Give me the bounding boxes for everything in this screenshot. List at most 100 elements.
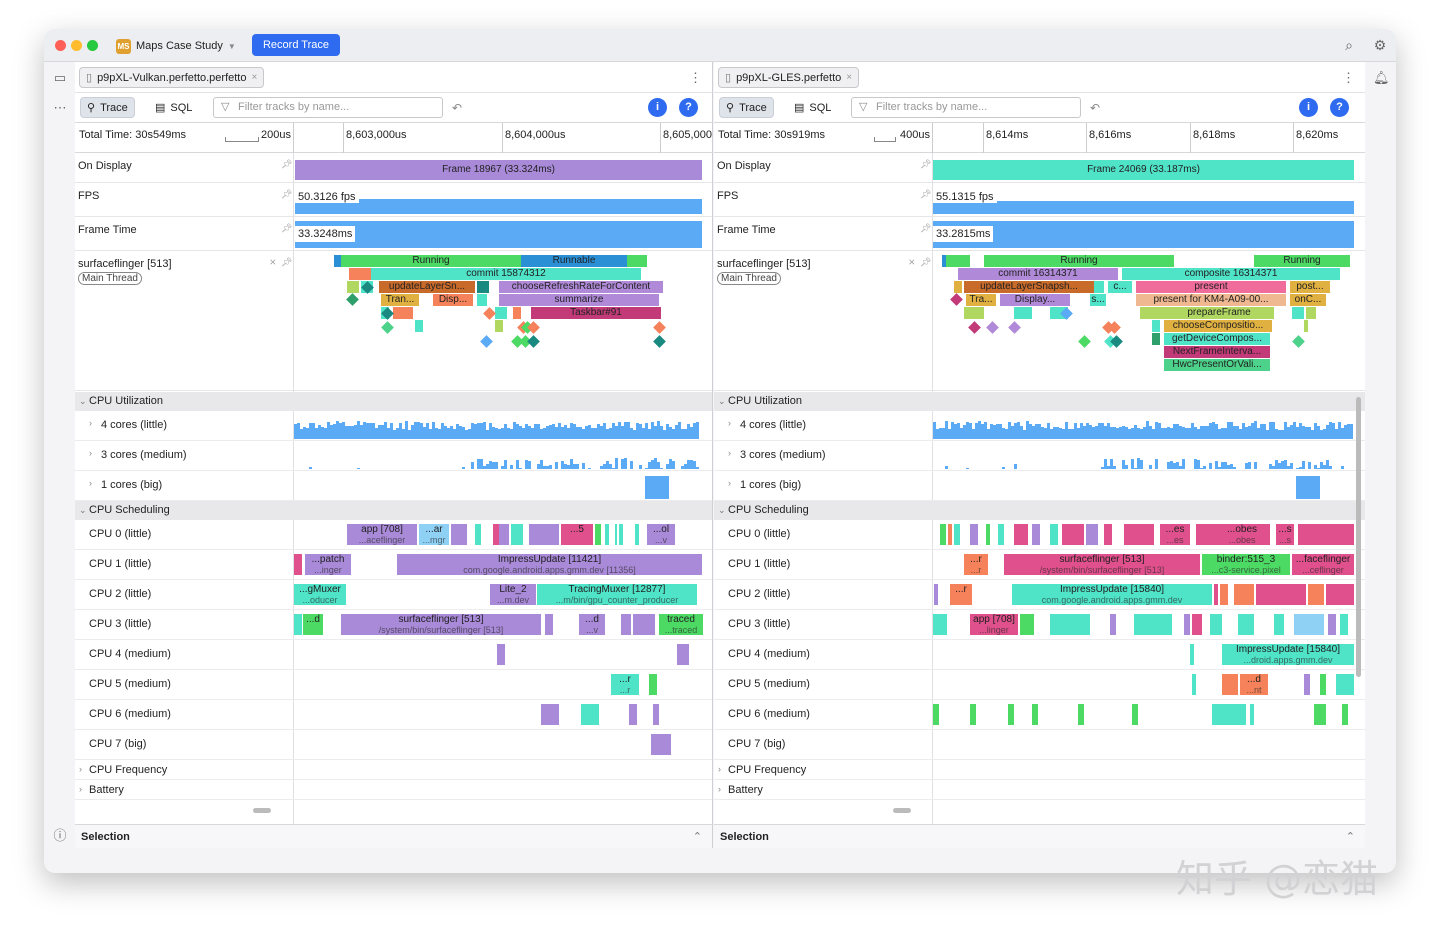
sched-slice[interactable]: ...d ...nt xyxy=(1240,674,1268,695)
undo-icon[interactable]: ↶ xyxy=(452,101,463,115)
slice[interactable] xyxy=(477,281,489,293)
event-marker-icon[interactable] xyxy=(653,335,666,348)
event-marker-icon[interactable] xyxy=(986,321,999,334)
chevron-right-icon[interactable]: › xyxy=(79,784,82,794)
slice[interactable] xyxy=(415,320,423,332)
slice[interactable] xyxy=(964,307,984,319)
utilization-graph[interactable] xyxy=(714,471,1365,501)
sched-slice[interactable] xyxy=(633,614,655,635)
sched-slice[interactable]: ...r xyxy=(950,584,972,605)
sched-slice[interactable] xyxy=(1274,614,1284,635)
sched-slice[interactable] xyxy=(1050,524,1058,545)
track-frame-time[interactable]: Frame Time 📌︎ 33.2815ms xyxy=(714,217,1365,251)
sched-slice[interactable] xyxy=(1328,614,1336,635)
cpu-row[interactable]: CPU 3 (little) ...d surfaceflinger [513]/s… xyxy=(75,610,712,640)
slice[interactable] xyxy=(393,307,413,319)
slice[interactable]: present xyxy=(1136,281,1286,293)
pin-icon[interactable]: 📌︎ xyxy=(281,189,293,199)
sched-slice[interactable] xyxy=(581,704,599,725)
sched-slice[interactable] xyxy=(1298,524,1354,545)
info-icon[interactable]: ⓘ xyxy=(53,828,67,843)
slice[interactable]: Running xyxy=(341,255,521,267)
filter-tracks-input[interactable]: ▽ Filter tracks by name... xyxy=(851,97,1081,118)
help-icon[interactable]: ? xyxy=(1330,98,1349,117)
sched-slice[interactable] xyxy=(1132,704,1138,725)
slice[interactable]: updateLayerSn... xyxy=(379,281,475,293)
sched-slice[interactable] xyxy=(1190,644,1194,665)
slice[interactable] xyxy=(1152,333,1160,345)
tab-trace-file[interactable]: ▯ p9pXL-GLES.perfetto × xyxy=(718,67,860,88)
sched-slice[interactable] xyxy=(1192,614,1202,635)
sched-slice[interactable] xyxy=(653,704,659,725)
frame-time-counter[interactable] xyxy=(295,221,702,248)
slice[interactable] xyxy=(942,255,946,267)
frame-slice[interactable]: Frame 24069 (33.187ms) xyxy=(933,160,1354,180)
slice[interactable] xyxy=(1304,320,1308,332)
slice[interactable] xyxy=(946,255,970,267)
track-on-display[interactable]: On Display 📌︎ Frame 24069 (33.187ms) xyxy=(714,153,1365,183)
slice[interactable]: chooseRefreshRateForContent xyxy=(499,281,663,293)
chevron-up-icon[interactable]: ⌃ xyxy=(1345,831,1355,843)
utilization-row[interactable]: › 1 cores (big) xyxy=(714,471,1365,501)
slice[interactable]: commit 16314371 xyxy=(958,268,1118,280)
cpu-row[interactable]: CPU 6 (medium) xyxy=(75,700,712,730)
utilization-graph[interactable] xyxy=(714,411,1365,441)
slice[interactable] xyxy=(1306,307,1316,319)
sched-slice[interactable] xyxy=(595,524,601,545)
slice[interactable] xyxy=(347,281,359,293)
sched-slice[interactable] xyxy=(1192,674,1196,695)
sched-slice[interactable] xyxy=(1214,584,1218,605)
vertical-scrollbar[interactable] xyxy=(1356,397,1361,677)
sched-slice[interactable] xyxy=(529,524,559,545)
slice[interactable]: s... xyxy=(1090,294,1106,306)
slice[interactable] xyxy=(495,307,507,319)
sched-slice[interactable] xyxy=(1238,614,1254,635)
sched-slice[interactable] xyxy=(1062,524,1084,545)
info-icon[interactable]: i xyxy=(648,98,667,117)
sched-slice[interactable] xyxy=(615,524,617,545)
sched-slice[interactable]: surfaceflinger [513]/system/bin/surfacef… xyxy=(341,614,541,635)
slice[interactable]: Tra... xyxy=(966,294,996,306)
sched-slice[interactable] xyxy=(970,524,978,545)
sched-slice[interactable] xyxy=(933,704,939,725)
slice[interactable] xyxy=(954,281,962,293)
sched-slice[interactable] xyxy=(651,734,671,755)
sched-slice[interactable] xyxy=(1212,704,1246,725)
sched-slice[interactable] xyxy=(1342,704,1348,725)
group-cpu-utilization[interactable]: ⌄ CPU Utilization xyxy=(75,392,712,411)
sched-slice[interactable] xyxy=(1234,584,1254,605)
sched-slice[interactable]: surfaceflinger [513]/system/bin/surfacef… xyxy=(1004,554,1200,575)
slice[interactable]: NextFrameInterva... xyxy=(1164,346,1270,358)
trace-button[interactable]: ⚲ Trace xyxy=(80,97,135,118)
collapse-icon[interactable]: ⨯ xyxy=(908,257,916,267)
cpu-row[interactable]: CPU 7 (big) xyxy=(75,730,712,760)
frame-slice[interactable]: Frame 18967 (33.324ms) xyxy=(295,160,702,180)
slice[interactable]: summarize xyxy=(499,294,659,306)
project-selector[interactable]: MS Maps Case Study ▼ xyxy=(116,37,236,55)
sched-slice[interactable] xyxy=(511,524,523,545)
sched-slice[interactable]: binder:515_3 ...c3-service.pixel xyxy=(1202,554,1290,575)
event-marker-icon[interactable] xyxy=(950,293,963,306)
cpu-row[interactable]: CPU 1 (little) ...r ...r surfaceflinger [51… xyxy=(714,550,1365,580)
sched-slice[interactable]: ...ol ...v xyxy=(647,524,675,545)
slice[interactable]: Taskbar#91 xyxy=(531,307,661,319)
slice[interactable]: HwcPresentOrVali... xyxy=(1164,359,1270,371)
sql-button[interactable]: ▤ SQL xyxy=(788,97,837,118)
sched-slice[interactable] xyxy=(1326,584,1354,605)
slice[interactable] xyxy=(334,255,341,267)
chevron-down-icon[interactable]: ⌄ xyxy=(718,505,726,515)
chevron-right-icon[interactable]: › xyxy=(79,764,82,774)
sched-slice[interactable] xyxy=(1250,704,1254,725)
sched-slice[interactable] xyxy=(1078,704,1084,725)
search-icon[interactable]: ⌕ xyxy=(1345,37,1353,53)
sched-slice[interactable] xyxy=(998,524,1004,545)
group-cpu-frequency[interactable]: › CPU Frequency xyxy=(75,760,712,780)
sched-slice[interactable] xyxy=(1050,614,1090,635)
sched-slice[interactable]: ...d ...v xyxy=(579,614,605,635)
close-icon[interactable]: × xyxy=(846,72,853,83)
sched-slice[interactable] xyxy=(1124,524,1154,545)
cpu-row[interactable]: CPU 2 (little) ...r ImpressUpdate [15840] c… xyxy=(714,580,1365,610)
sched-slice[interactable] xyxy=(948,524,952,545)
kebab-menu-icon[interactable]: ⋮ xyxy=(689,70,702,85)
slice[interactable]: chooseCompositio... xyxy=(1164,320,1272,332)
